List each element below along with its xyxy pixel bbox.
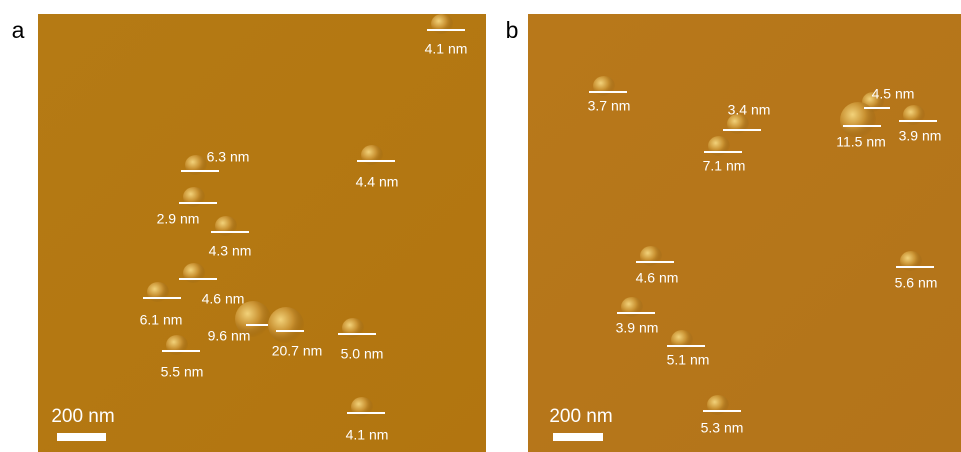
height-label: 5.5 nm bbox=[161, 364, 204, 380]
height-label: 11.5 nm bbox=[836, 134, 886, 150]
height-label: 4.4 nm bbox=[356, 174, 399, 190]
height-label: 20.7 nm bbox=[272, 343, 323, 359]
afm-image bbox=[38, 14, 486, 452]
height-label: 6.1 nm bbox=[140, 312, 183, 328]
height-label: 3.4 nm bbox=[728, 102, 771, 118]
scale-bar-label: 200 nm bbox=[549, 406, 612, 427]
height-label: 5.0 nm bbox=[341, 346, 384, 362]
height-label: 6.3 nm bbox=[207, 149, 250, 165]
height-label: 3.9 nm bbox=[899, 128, 942, 144]
height-label: 4.5 nm bbox=[872, 86, 915, 102]
figure: 4.1 nm 6.3 nm 4.4 nm 2.9 nm 4.3 nm 4.6 nm 6.1 … bbox=[0, 0, 961, 452]
height-label: 5.3 nm bbox=[701, 420, 744, 436]
height-label: 2.9 nm bbox=[157, 211, 200, 227]
height-label: 4.6 nm bbox=[202, 291, 245, 307]
height-label: 4.1 nm bbox=[425, 41, 468, 57]
scale-bar bbox=[57, 433, 106, 441]
height-label: 9.6 nm bbox=[208, 328, 251, 344]
panel-label: a bbox=[12, 17, 25, 43]
height-label: 3.7 nm bbox=[588, 98, 631, 114]
height-label: 4.3 nm bbox=[209, 243, 252, 259]
particle bbox=[268, 307, 304, 343]
height-label: 5.1 nm bbox=[667, 352, 710, 368]
height-label: 4.1 nm bbox=[346, 427, 389, 443]
height-label: 5.6 nm bbox=[895, 275, 938, 291]
scale-bar bbox=[553, 433, 603, 441]
height-label: 3.9 nm bbox=[616, 320, 659, 336]
afm-image bbox=[528, 14, 961, 452]
scale-bar-label: 200 nm bbox=[51, 406, 114, 427]
height-label: 4.6 nm bbox=[636, 270, 679, 286]
height-label: 7.1 nm bbox=[703, 158, 746, 174]
panel-label: b bbox=[506, 17, 519, 43]
